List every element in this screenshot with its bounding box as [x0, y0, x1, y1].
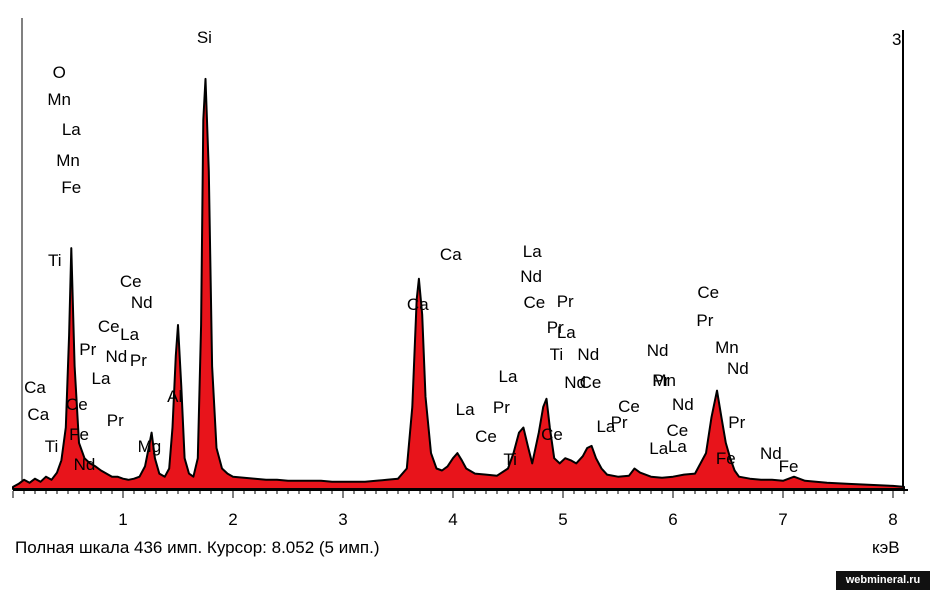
peak-label: Pr [107, 411, 124, 430]
peak-label: La [92, 369, 111, 388]
peak-label: Mn [652, 371, 676, 390]
peak-label: Pr [728, 413, 745, 432]
peak-label: Ca [440, 245, 462, 264]
peak-label: La [456, 400, 475, 419]
peak-label: Ce [541, 425, 563, 444]
peak-label: Nd [647, 341, 669, 360]
peak-label: Ti [48, 251, 62, 270]
peak-label: Ce [120, 272, 142, 291]
peak-label: Al [167, 387, 182, 406]
spectrum-series-0 [12, 77, 905, 490]
peak-label: Nd [520, 267, 542, 286]
peak-label: Pr [493, 398, 510, 417]
peak-label: Ce [98, 317, 120, 336]
peak-label: Ce [618, 397, 640, 416]
peak-label: Ce [475, 427, 497, 446]
peak-label: Fe [69, 425, 89, 444]
peak-label: Ce [580, 373, 602, 392]
peak-label: Ti [550, 345, 564, 364]
peak-label: Ti [503, 450, 517, 469]
x-tick-label: 6 [668, 510, 677, 529]
peak-label: Mn [715, 338, 739, 357]
peak-label: Pr [557, 292, 574, 311]
peak-label: Nd [672, 395, 694, 414]
peak-label: Ce [66, 395, 88, 414]
peak-label: O [53, 63, 66, 82]
peak-label: Pr [547, 318, 564, 337]
peak-label: Ca [407, 295, 429, 314]
peak-label: Nd [727, 359, 749, 378]
peak-label: Ce [697, 283, 719, 302]
peak-label: Pr [79, 340, 96, 359]
status-bar-text: Полная шкала 436 имп. Курсор: 8.052 (5 и… [15, 538, 380, 557]
x-tick-label: 4 [448, 510, 457, 529]
peak-label: Nd [131, 293, 153, 312]
x-tick-label: 7 [778, 510, 787, 529]
peak-label: Ti [45, 437, 59, 456]
peak-label: La [668, 437, 687, 456]
peak-label: La [499, 367, 518, 386]
peak-label: Nd [577, 345, 599, 364]
peak-label: Pr [696, 311, 713, 330]
peak-label: Fe [716, 449, 736, 468]
x-tick-label: 8 [888, 510, 897, 529]
peak-label: La [523, 242, 542, 261]
peak-label: Ca [27, 405, 49, 424]
peak-label: Ce [524, 293, 546, 312]
peak-label: La [62, 120, 81, 139]
peak-label: La [557, 323, 576, 342]
peak-label: Mn [47, 90, 71, 109]
peak-label: Nd [74, 455, 96, 474]
peak-label: Pr [611, 413, 628, 432]
peak-label: Ca [24, 378, 46, 397]
peak-label: Pr [130, 351, 147, 370]
x-tick-label: 5 [558, 510, 567, 529]
peak-label: Si [197, 28, 212, 47]
peak-label: Mn [56, 151, 80, 170]
peak-label: Nd [106, 347, 128, 366]
peak-label: Mg [138, 437, 162, 456]
peak-label: Fe [779, 457, 799, 476]
peak-label: Pr [652, 371, 669, 390]
x-tick-label: 1 [118, 510, 127, 529]
x-tick-label: 3 [338, 510, 347, 529]
marker-label: 3 [892, 30, 902, 49]
x-tick-label: 2 [228, 510, 237, 529]
peak-label: La [649, 439, 668, 458]
peak-label: La [120, 325, 139, 344]
x-axis-unit-label: кэВ [872, 538, 900, 557]
peak-label: Ce [667, 421, 689, 440]
peak-label: Fe [61, 178, 81, 197]
watermark-badge: webmineral.ru [836, 571, 930, 590]
peak-label: Nd [564, 373, 586, 392]
peak-label: La [596, 417, 615, 436]
peak-label: Nd [760, 444, 782, 463]
